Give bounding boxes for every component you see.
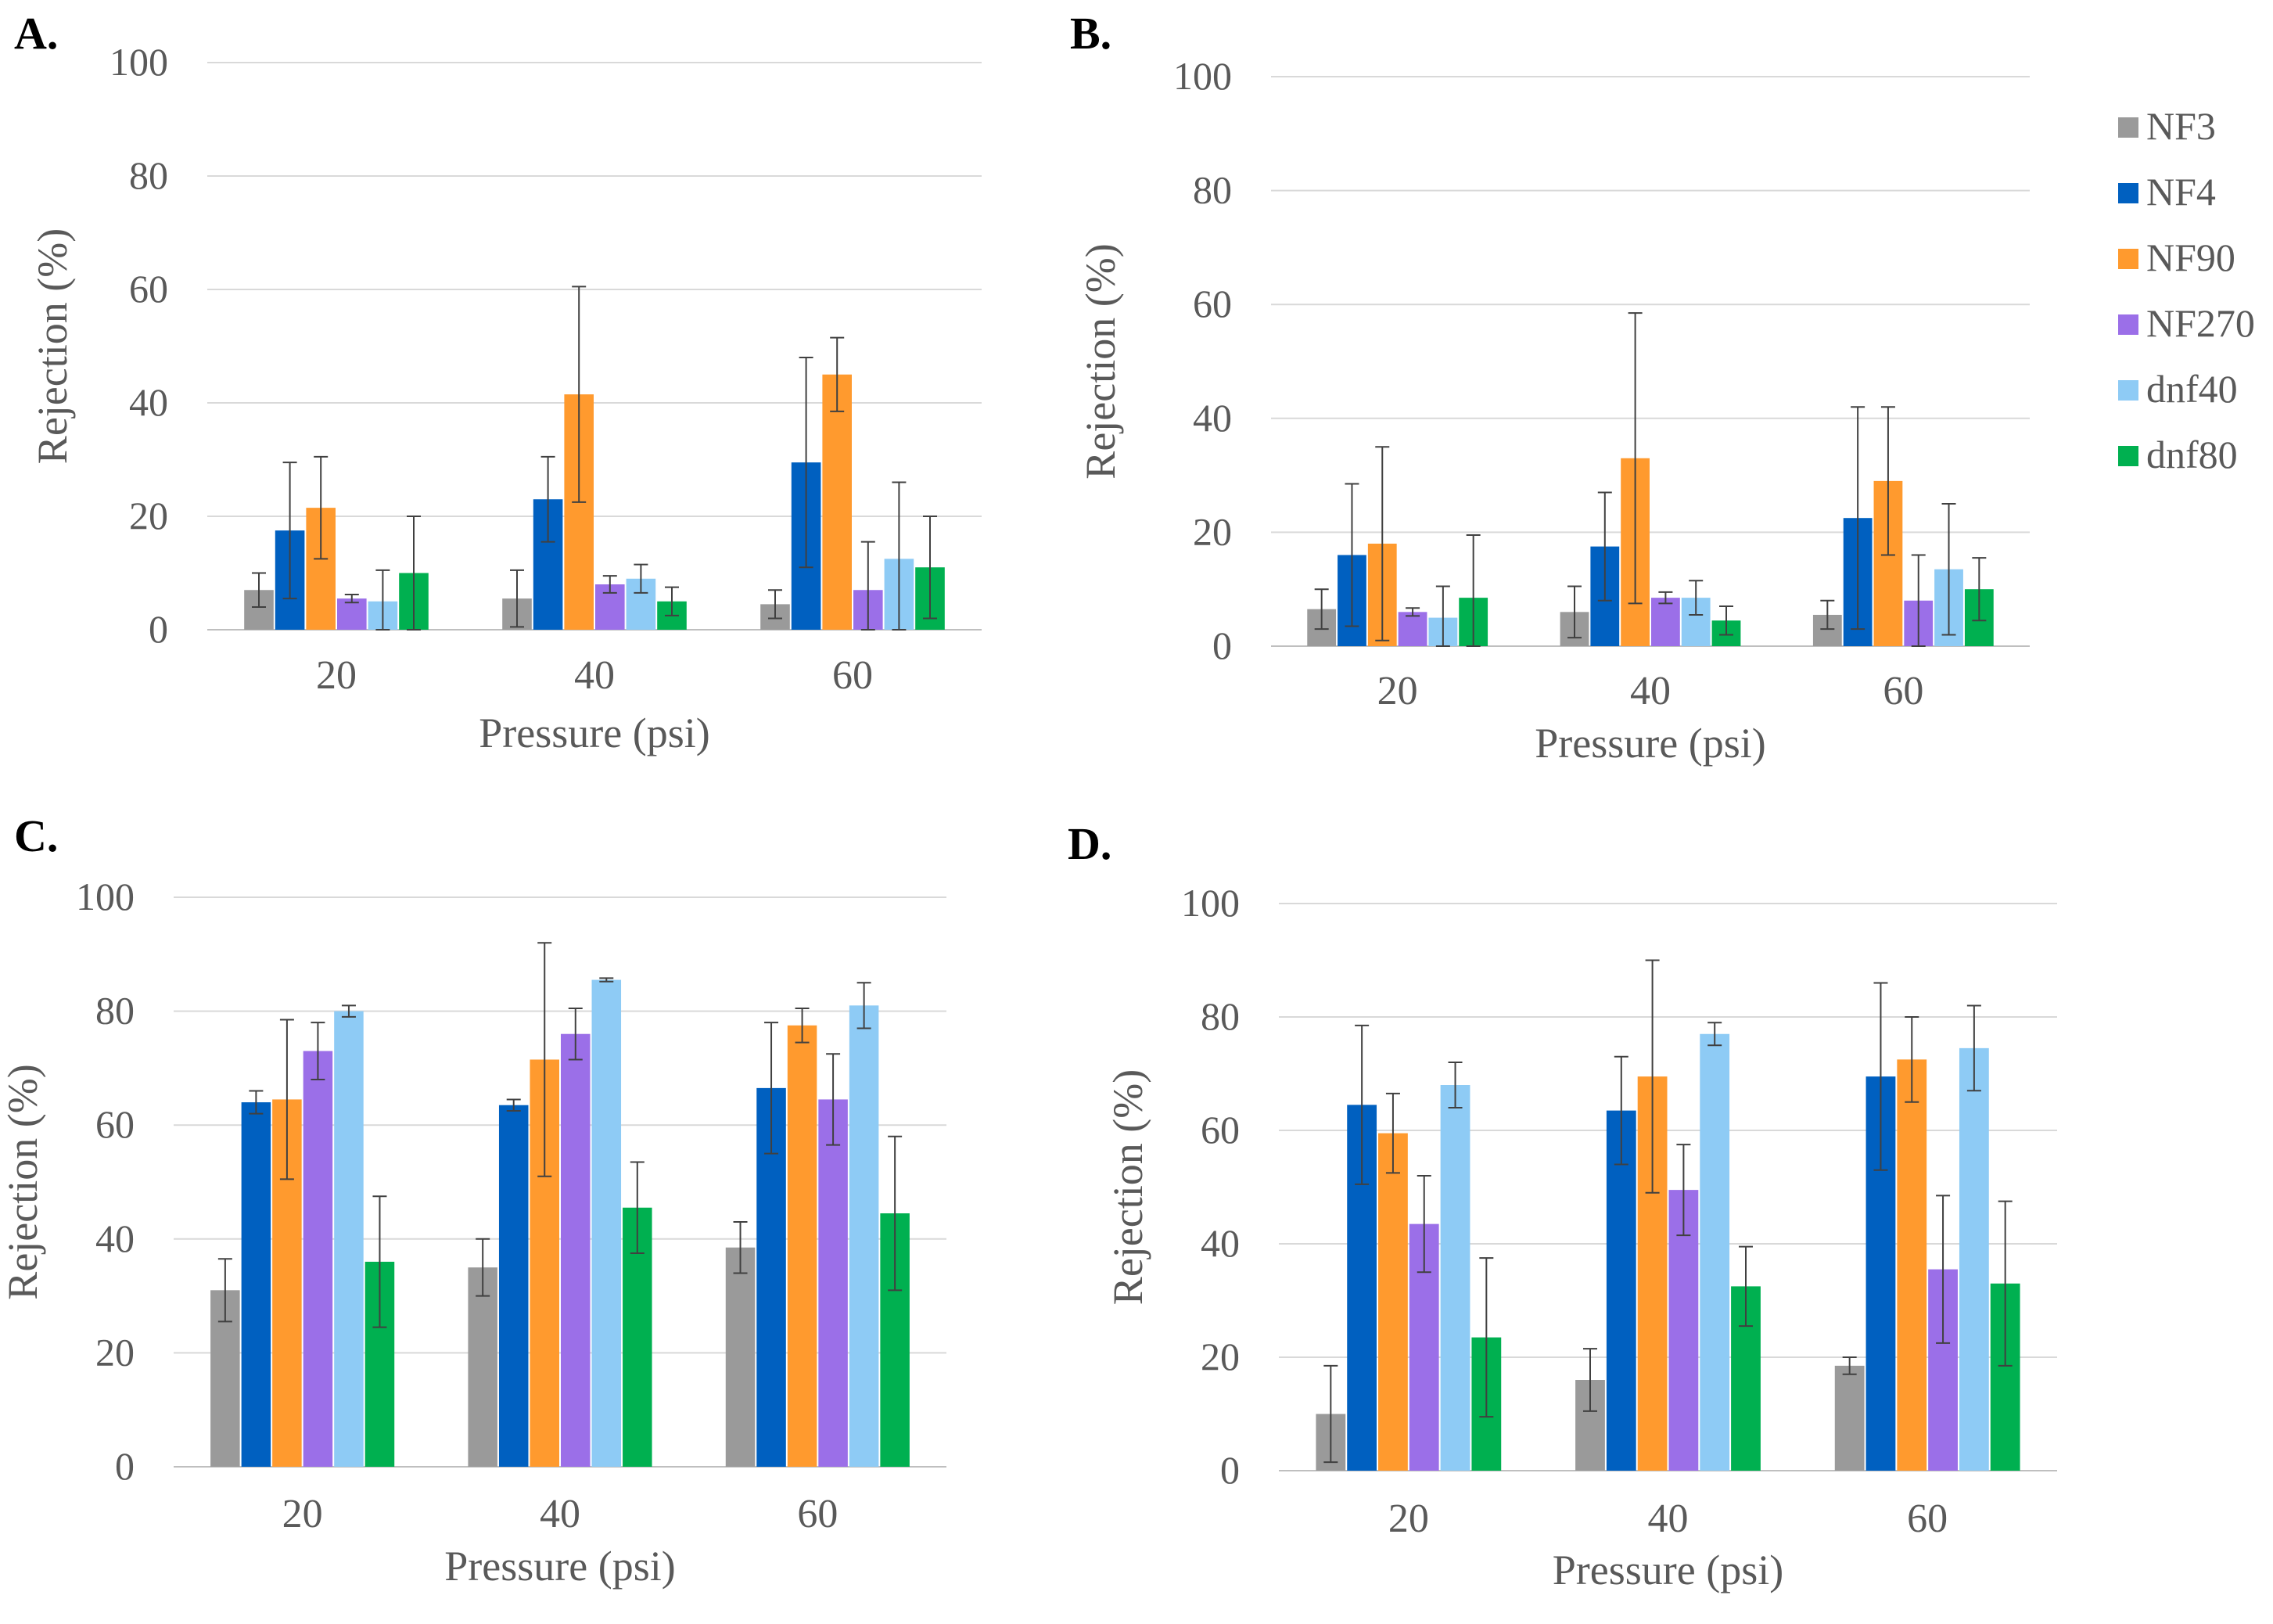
x-tick-label: 20	[316, 653, 357, 698]
bar-nf270	[1651, 598, 1680, 646]
y-tick-label: 100	[76, 875, 135, 918]
legend-swatch	[2118, 249, 2138, 269]
x-axis-title: Pressure (psi)	[444, 1543, 675, 1590]
y-tick-label: 100	[1181, 881, 1240, 925]
y-axis-title: Rejection (%)	[1077, 243, 1124, 479]
x-tick-label: 40	[1648, 1496, 1689, 1541]
legend-label: dnf40	[2146, 367, 2238, 411]
x-axis-title: Pressure (psi)	[1535, 720, 1765, 767]
y-axis-title: Rejection (%)	[1104, 1069, 1151, 1305]
legend-label: NF3	[2146, 104, 2216, 148]
y-tick-label: 20	[129, 494, 168, 537]
bar-dnf40	[1440, 1085, 1470, 1471]
panel-b-chart: B. 0 20 40 60 80 100 20 40 60 Pressure (psi) Reject…	[1070, 8, 2030, 767]
x-tick-label: 60	[1907, 1496, 1948, 1541]
y-tick-label: 80	[1201, 994, 1240, 1038]
y-tick-label: 60	[1201, 1108, 1240, 1152]
x-tick-label: 60	[832, 653, 873, 698]
y-tick-label: 100	[1173, 54, 1232, 98]
legend-label: NF4	[2146, 170, 2216, 214]
y-tick-label: 60	[95, 1102, 135, 1146]
panel-d-chart: D. 0 20 40 60 80 100 20 40 60 Pressure (psi) Reject…	[1068, 818, 2057, 1593]
bar-nf270	[1398, 612, 1427, 646]
y-axis-title: Rejection (%)	[29, 228, 76, 464]
y-tick-label: 0	[1212, 623, 1232, 667]
y-tick-label: 60	[1193, 282, 1232, 325]
y-tick-label: 80	[1193, 168, 1232, 212]
bar-nf90	[1897, 1059, 1927, 1471]
legend-label: NF90	[2146, 235, 2235, 279]
bar-dnf40	[1959, 1047, 1989, 1471]
panel-label: B.	[1070, 8, 1111, 59]
panel-a-chart: A. 0 20 40 60 80 100 20 40 60 Pressure (psi) Reject…	[14, 8, 982, 756]
legend: NF3 NF4 NF90 NF270 dnf40 dnf80	[2118, 104, 2255, 476]
panel-c-chart: C. 0 20 40 60 80 100 20 40 60 Pressure (psi) Reject…	[0, 810, 946, 1590]
y-tick-label: 0	[115, 1444, 135, 1488]
bar-dnf40	[849, 1005, 879, 1467]
bar-nf270	[561, 1033, 591, 1467]
x-tick-label: 20	[1388, 1496, 1429, 1541]
legend-swatch	[2118, 117, 2138, 138]
y-tick-label: 20	[95, 1330, 135, 1374]
legend-label: dnf80	[2146, 433, 2238, 476]
bar-nf3	[468, 1267, 497, 1467]
bar-nf4	[1606, 1110, 1636, 1471]
x-tick-label: 60	[797, 1492, 838, 1536]
bar-nf3	[1834, 1365, 1865, 1471]
y-axis-title: Rejection (%)	[0, 1064, 46, 1299]
legend-swatch	[2118, 183, 2138, 203]
y-tick-label: 60	[129, 267, 168, 311]
y-tick-label: 100	[110, 40, 168, 84]
bar-nf90	[822, 374, 852, 630]
bar-nf3	[725, 1247, 756, 1467]
y-tick-label: 40	[1193, 396, 1232, 440]
bar-nf4	[498, 1105, 529, 1467]
y-tick-label: 0	[149, 607, 168, 651]
y-tick-label: 20	[1193, 509, 1232, 553]
x-tick-label: 40	[540, 1492, 580, 1536]
x-axis-title: Pressure (psi)	[1553, 1547, 1783, 1593]
bar-nf270	[818, 1099, 848, 1467]
panel-label: C.	[14, 810, 58, 861]
bar-nf270	[303, 1051, 333, 1467]
bar-dnf40	[334, 1011, 364, 1467]
bar-nf4	[241, 1102, 271, 1467]
panel-label: D.	[1068, 818, 1111, 869]
bar-nf270	[337, 598, 367, 630]
y-tick-label: 20	[1201, 1335, 1240, 1378]
y-tick-label: 40	[1201, 1221, 1240, 1265]
legend-swatch	[2118, 314, 2138, 335]
bar-dnf40	[591, 979, 622, 1467]
x-tick-label: 20	[282, 1492, 323, 1536]
bar-dnf40	[1700, 1033, 1730, 1471]
y-tick-label: 0	[1220, 1448, 1240, 1492]
x-tick-label: 60	[1883, 669, 1923, 713]
x-tick-label: 40	[1630, 669, 1671, 713]
legend-swatch	[2118, 380, 2138, 401]
x-axis-title: Pressure (psi)	[479, 710, 709, 756]
x-tick-label: 40	[574, 653, 615, 698]
panel-label: A.	[14, 8, 58, 59]
bar-nf270	[1668, 1190, 1699, 1471]
legend-swatch	[2118, 446, 2138, 466]
y-tick-label: 80	[129, 153, 168, 197]
bar-nf90	[787, 1025, 817, 1467]
legend-label: NF270	[2146, 301, 2255, 345]
x-tick-label: 20	[1377, 669, 1418, 713]
y-tick-label: 40	[95, 1216, 135, 1260]
bar-nf90	[1378, 1133, 1408, 1471]
y-tick-label: 40	[129, 380, 168, 424]
y-tick-label: 80	[95, 989, 135, 1033]
